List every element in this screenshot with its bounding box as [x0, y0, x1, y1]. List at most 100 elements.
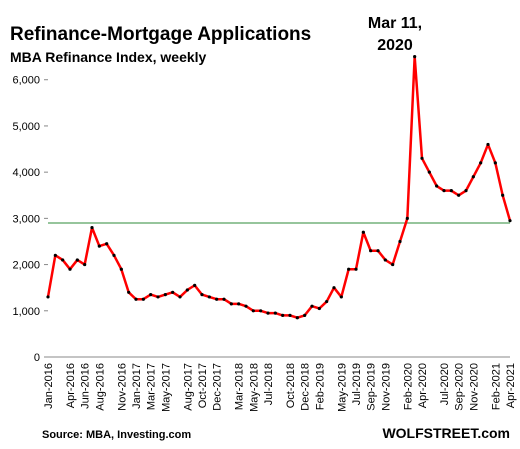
data-line [46, 55, 512, 319]
data-point [347, 267, 351, 271]
x-tick-label: Jul-2019 [351, 363, 363, 405]
data-point [493, 161, 497, 165]
data-point [163, 293, 167, 297]
data-point [237, 302, 241, 306]
data-point [97, 244, 101, 248]
data-point [251, 309, 255, 313]
x-tick-label: Apr-2021 [505, 363, 517, 408]
chart-title: Refinance-Mortgage Applications [10, 24, 311, 45]
data-point [266, 311, 270, 315]
annotation: Mar 11, [368, 15, 422, 32]
y-tick-label: 3,000 [12, 213, 40, 225]
data-point [75, 258, 79, 262]
annotation: 2020 [377, 37, 413, 54]
data-point [405, 216, 409, 220]
data-point [229, 302, 233, 306]
x-tick-label: Jan-2016 [43, 363, 55, 409]
data-point [83, 262, 87, 267]
data-point [90, 226, 94, 230]
x-tick-label: Nov-2020 [468, 363, 480, 411]
data-point [442, 189, 446, 193]
y-tick-label: 0 [34, 352, 40, 364]
x-tick-label: Aug-2017 [182, 363, 194, 411]
x-tick-label: Apr-2020 [417, 363, 429, 408]
data-point [317, 306, 321, 311]
x-tick-label: Jun-2016 [80, 363, 92, 409]
data-point [332, 286, 336, 290]
y-tick-label: 4,000 [12, 167, 40, 179]
data-point [53, 253, 57, 257]
data-point [449, 189, 453, 193]
x-tick-label: Dec-2018 [300, 363, 312, 411]
brand: WOLFSTREET.com [382, 425, 510, 441]
data-point [501, 193, 505, 197]
data-point [288, 313, 292, 318]
x-tick-label: Feb-2021 [490, 363, 502, 410]
x-tick-label: Nov-2016 [116, 363, 128, 411]
data-point [281, 313, 285, 318]
source: Source: MBA, Investing.com [42, 429, 191, 441]
x-tick-label: Sep-2019 [366, 363, 378, 411]
data-point [457, 193, 461, 197]
data-point [310, 304, 314, 308]
data-point [273, 311, 277, 315]
data-point [141, 297, 145, 301]
data-point [354, 267, 358, 271]
x-tick-label: Mar-2017 [146, 363, 158, 410]
data-point [508, 219, 512, 223]
data-point [178, 295, 182, 299]
data-point [68, 267, 72, 271]
data-point [185, 288, 189, 292]
data-point [479, 161, 483, 165]
data-point [127, 290, 131, 294]
data-point [303, 313, 307, 318]
data-point [471, 175, 475, 179]
data-point [222, 297, 226, 301]
data-point [46, 295, 50, 299]
x-tick-label: Jan-2017 [131, 363, 143, 409]
y-tick-label: 6,000 [12, 75, 40, 87]
x-tick-label: May-2019 [336, 363, 348, 412]
data-point [149, 293, 153, 297]
x-tick-label: Aug-2016 [94, 363, 106, 411]
data-point [420, 156, 424, 160]
data-point [339, 295, 343, 299]
x-tick-label: Dec-2017 [212, 363, 224, 411]
data-point [193, 283, 197, 287]
data-point [369, 249, 373, 253]
data-point [295, 316, 299, 320]
y-tick-label: 2,000 [12, 260, 40, 272]
data-point [361, 230, 365, 234]
x-tick-label: Oct-2018 [285, 363, 297, 408]
data-point [156, 295, 160, 299]
data-point [61, 258, 65, 262]
chart-subtitle: MBA Refinance Index, weekly [10, 49, 207, 65]
data-point [486, 142, 490, 147]
x-tick-label: Feb-2019 [314, 363, 326, 410]
data-point [134, 297, 138, 301]
x-tick-label: Nov-2019 [380, 363, 392, 411]
data-point [119, 267, 123, 271]
data-point [383, 258, 387, 262]
data-point [244, 304, 248, 308]
x-tick-label: Jul-2018 [263, 363, 275, 405]
data-point [171, 290, 175, 294]
data-point [207, 295, 211, 299]
data-point [105, 242, 109, 246]
data-point [427, 170, 431, 174]
x-tick-label: Apr-2016 [65, 363, 77, 408]
data-point [200, 293, 204, 297]
data-point [398, 239, 402, 244]
data-point [376, 249, 380, 253]
data-point [215, 297, 219, 301]
data-point [259, 309, 263, 313]
data-point [413, 55, 417, 59]
x-tick-label: Mar-2018 [234, 363, 246, 410]
x-tick-label: Oct-2017 [197, 363, 209, 408]
data-point [112, 253, 116, 257]
x-tick-label: Feb-2020 [402, 363, 414, 410]
data-point [325, 299, 329, 304]
data-point [391, 262, 395, 267]
x-tick-label: May-2018 [248, 363, 260, 412]
